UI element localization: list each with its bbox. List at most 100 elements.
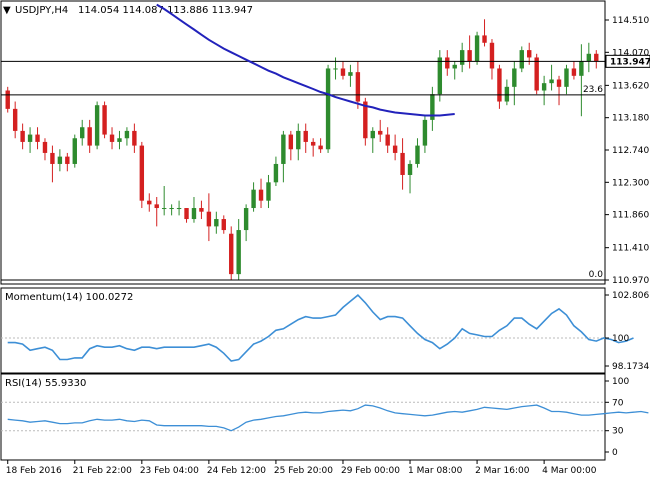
candle-body <box>214 219 219 227</box>
candle-body <box>385 134 390 146</box>
candle-body <box>258 189 264 201</box>
rsi-title: RSI(14) 55.9330 <box>5 378 86 389</box>
candle-body <box>422 119 428 146</box>
momentum-tick-label: 98.1734 <box>612 362 649 372</box>
candle-body <box>147 200 152 205</box>
rsi-line <box>7 404 649 432</box>
price-plot: 23.6 0.0 <box>1 3 605 281</box>
candle-body <box>467 50 472 62</box>
candle-body <box>355 72 361 102</box>
candle-body <box>169 208 174 210</box>
momentum-panel-frame <box>0 287 606 374</box>
candle-body <box>199 208 204 212</box>
symbol-label: USDJPY,H4 <box>15 5 68 16</box>
candle-body <box>221 219 226 231</box>
time-tick-label: 1 Mar 08:00 <box>408 466 463 476</box>
price-tick-label: 111.410 <box>612 244 649 254</box>
candle-body <box>94 105 100 146</box>
price-tick-label: 112.300 <box>612 178 649 188</box>
momentum-tick-label: 100 <box>612 334 629 344</box>
candle-body <box>541 83 547 91</box>
candle-body <box>489 42 495 69</box>
candle-body <box>288 134 294 150</box>
candle-body <box>12 108 18 131</box>
candle-body <box>102 105 107 135</box>
candle-body <box>42 141 48 153</box>
candle-body <box>318 145 323 150</box>
candle-body <box>117 138 122 142</box>
candle-body <box>229 233 234 275</box>
price-tick-label: 112.740 <box>612 146 649 156</box>
candle-body <box>325 68 331 150</box>
candle-body <box>482 35 487 43</box>
time-tick-label: 2 Mar 16:00 <box>475 466 530 476</box>
candle-body <box>348 72 353 76</box>
candle-body <box>35 134 40 142</box>
candle-body <box>251 189 256 209</box>
candle-body <box>370 130 375 139</box>
price-tick-label: 110.970 <box>612 276 649 286</box>
candle-body <box>400 152 405 175</box>
candle-body <box>594 53 599 62</box>
candle-body <box>87 127 92 146</box>
candle-body <box>184 208 189 220</box>
candle-body <box>497 68 502 102</box>
candle-body <box>5 90 10 109</box>
candle-body <box>132 130 137 146</box>
time-tick-label: 29 Feb 00:00 <box>341 466 400 476</box>
candle-body <box>549 79 554 84</box>
candle-body <box>340 68 346 76</box>
momentum-title: Momentum(14) 100.0272 <box>5 292 133 303</box>
candle-body <box>534 57 539 91</box>
candle-body <box>50 152 55 164</box>
candle-body <box>296 130 301 150</box>
candle-body <box>139 145 145 201</box>
candle-body <box>392 145 398 153</box>
candle-body <box>333 68 338 70</box>
candle-body <box>72 138 77 164</box>
momentum-plot <box>1 294 634 362</box>
candle-body <box>176 208 182 210</box>
candle-body <box>564 68 569 87</box>
candle-body <box>474 35 480 62</box>
momentum-tick-label: 102.8067 <box>612 291 650 301</box>
level-label: 23.6 <box>583 85 603 95</box>
candle-body <box>363 101 368 139</box>
candle-body <box>281 134 286 164</box>
candle-body <box>65 156 70 164</box>
candle-body <box>161 208 167 210</box>
time-tick-label: 4 Mar 00:00 <box>542 466 597 476</box>
price-tick-label: 111.860 <box>612 211 649 221</box>
collapse-arrow-icon[interactable]: ▼ <box>3 5 11 16</box>
time-tick-label: 24 Feb 12:00 <box>207 466 266 476</box>
candle-body <box>310 141 316 146</box>
candle-body <box>437 57 443 95</box>
rsi-tick-label: 70 <box>612 398 624 408</box>
candle-body <box>57 156 63 164</box>
current-price-label: 113.947 <box>610 57 650 67</box>
candle-body <box>20 130 25 142</box>
moving-average-line <box>156 3 455 117</box>
candle-body <box>556 79 562 87</box>
rsi-tick-label: 0 <box>612 448 618 458</box>
candle-body <box>527 50 532 58</box>
candle-body <box>266 182 271 201</box>
candle-body <box>452 64 457 69</box>
candle-body <box>459 50 465 65</box>
candle-body <box>154 204 159 209</box>
candle-body <box>27 134 33 142</box>
current-price-tag <box>605 54 650 68</box>
price-panel-frame <box>0 0 606 285</box>
rsi-tick-label: 30 <box>612 427 624 437</box>
rsi-panel-frame <box>0 373 606 461</box>
candle-body <box>586 53 592 62</box>
candle-body <box>579 61 584 76</box>
candle-body <box>206 211 212 227</box>
candle-body <box>378 130 383 135</box>
candle-body <box>236 230 241 275</box>
candle-body <box>273 163 279 183</box>
candle-body <box>124 130 130 139</box>
candle-body <box>303 130 308 142</box>
momentum-line <box>7 294 634 362</box>
